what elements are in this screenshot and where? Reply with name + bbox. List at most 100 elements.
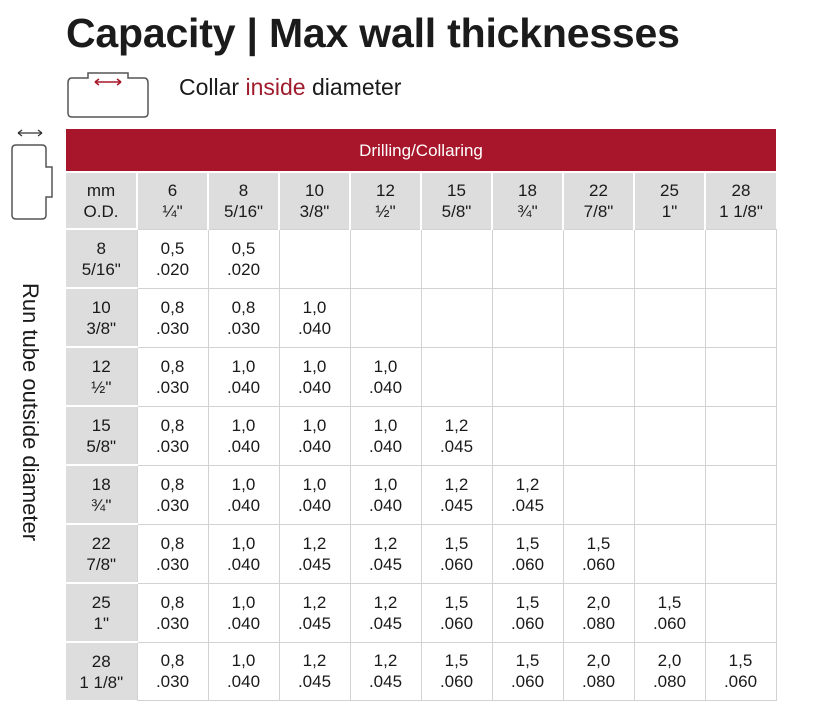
column-header-inch: 1 1/8" (719, 201, 763, 221)
empty-cell (491, 228, 564, 289)
cell-value-inch: .040 (368, 377, 403, 397)
cell-value-inch: .060 (439, 613, 474, 633)
cell-value-mm: 1,0 (231, 474, 256, 494)
column-header: 15 5/8" (420, 172, 492, 229)
cell-value-mm: 0,8 (231, 297, 256, 317)
column-header-mm: 25 (660, 180, 679, 200)
empty-cell (704, 464, 777, 525)
row-header-inch: 5/8" (86, 436, 117, 456)
cell-value-inch: .045 (439, 436, 474, 456)
empty-cell (562, 287, 635, 348)
cell-value-mm: 1,2 (515, 474, 540, 494)
empty-cell (704, 287, 777, 348)
cell-value-mm: 1,2 (444, 415, 469, 435)
cell-value-inch: .040 (226, 613, 261, 633)
column-header-mm: 28 (731, 180, 751, 200)
cell-value-mm: 1,0 (302, 474, 327, 494)
empty-cell (704, 405, 777, 466)
cell-value-inch: .030 (226, 318, 261, 338)
cell-value-mm: 1,2 (373, 533, 398, 553)
empty-cell (633, 287, 706, 348)
cell-value-inch: .040 (297, 495, 332, 515)
cell-value-mm: 1,0 (373, 415, 398, 435)
cell-value-mm: 1,5 (444, 533, 469, 553)
column-header-inch: ¼" (162, 201, 183, 221)
cell-value-inch: .045 (368, 554, 403, 574)
column-header-mm: 10 (305, 180, 324, 200)
cell-value-mm: 1,0 (302, 356, 327, 376)
cell-value-inch: .060 (439, 554, 474, 574)
table-cell: 1,2.045 (278, 641, 351, 701)
cell-value-mm: 1,2 (444, 474, 469, 494)
table-cell: 1,0.040 (278, 287, 351, 348)
table-row: 10 3/8" 0,8.030 0,8.030 1,0.040 (66, 287, 777, 348)
table-cell: 1,2.045 (278, 523, 351, 584)
table-cell: 1,0.040 (278, 346, 351, 407)
cell-value-mm: 1,5 (515, 592, 540, 612)
empty-cell (491, 405, 564, 466)
cell-value-inch: .080 (581, 613, 616, 633)
table-cell: 1,2.045 (420, 464, 493, 525)
cell-value-inch: .060 (439, 672, 474, 691)
row-header: 22 7/8" (66, 523, 137, 583)
corner-od: O.D. (83, 201, 119, 221)
table-cell: 1,2.045 (349, 641, 422, 701)
table-cell: 1,0.040 (207, 346, 280, 407)
table-row: 15 5/8" 0,8.030 1,0.040 1,0.040 1,0.040 1,2.04… (66, 405, 777, 466)
row-header: 25 1" (66, 582, 137, 642)
empty-cell (704, 228, 777, 289)
table-cell: 0,8.030 (136, 641, 209, 701)
empty-cell (562, 464, 635, 525)
table-cell: 0,8.030 (136, 346, 209, 407)
empty-cell (420, 346, 493, 407)
table-cell: 1,0.040 (278, 464, 351, 525)
table-cell: 1,5.060 (420, 582, 493, 643)
cell-value-inch: .060 (723, 672, 758, 691)
cell-value-inch: .060 (510, 613, 545, 633)
page-title: Capacity | Max wall thicknesses (66, 10, 680, 56)
cell-value-inch: .060 (581, 554, 616, 574)
column-header-mm: 6 (167, 180, 178, 200)
run-tube-outside-diameter-icon (11, 129, 53, 220)
table-cell: 1,5.060 (562, 523, 635, 584)
cell-value-inch: .040 (297, 436, 332, 456)
column-header-row: mm O.D. 6 ¼" 8 5/16" 10 3/8" 12 ½" 15 5/8" 18 ¾" 22 7… (66, 172, 776, 229)
cell-value-inch: .020 (226, 259, 261, 279)
table-row: 25 1" 0,8.030 1,0.040 1,2.045 1,2.045 1,5.060 1… (66, 582, 777, 643)
empty-cell (349, 228, 422, 289)
cell-value-inch: .040 (226, 436, 261, 456)
column-header-inch: 3/8" (299, 201, 330, 221)
row-header: 10 3/8" (66, 287, 137, 347)
empty-cell (349, 287, 422, 348)
row-header: 18 ¾" (66, 464, 137, 524)
cell-value-inch: .040 (226, 377, 261, 397)
cell-value-mm: 1,5 (657, 592, 682, 612)
row-header: 8 5/16" (66, 228, 137, 288)
table-cell: 1,2.045 (349, 582, 422, 643)
cell-value-mm: 0,8 (160, 474, 185, 494)
cell-value-inch: .030 (155, 436, 190, 456)
table-cell: 1,0.040 (349, 346, 422, 407)
collar-legend: Collar inside diameter (179, 74, 401, 101)
cell-value-inch: .040 (226, 672, 261, 691)
row-header-mm: 15 (91, 415, 111, 435)
cell-value-inch: .040 (368, 436, 403, 456)
cell-value-mm: 1,0 (231, 651, 256, 670)
corner-unit: mm (86, 180, 116, 200)
row-header-inch: ½" (91, 377, 112, 397)
column-header: 12 ½" (349, 172, 421, 229)
cell-value-inch: .030 (155, 613, 190, 633)
column-header-inch: 5/8" (441, 201, 472, 221)
row-header-mm: 25 (91, 592, 111, 612)
table-cell: 1,0.040 (207, 405, 280, 466)
cell-value-mm: 1,0 (231, 356, 256, 376)
table-cell: 1,5.060 (633, 582, 706, 643)
empty-cell (562, 346, 635, 407)
cell-value-mm: 1,5 (728, 651, 753, 670)
cell-value-inch: .060 (510, 672, 545, 691)
column-header-mm: 18 (518, 180, 537, 200)
table-cell: 0,8.030 (207, 287, 280, 348)
table-row: 12 ½" 0,8.030 1,0.040 1,0.040 1,0.040 (66, 346, 777, 407)
cell-value-inch: .080 (652, 672, 687, 691)
capacity-table: Drilling/Collaring mm O.D. 6 ¼" 8 5/16" 10 3/… (66, 129, 777, 701)
